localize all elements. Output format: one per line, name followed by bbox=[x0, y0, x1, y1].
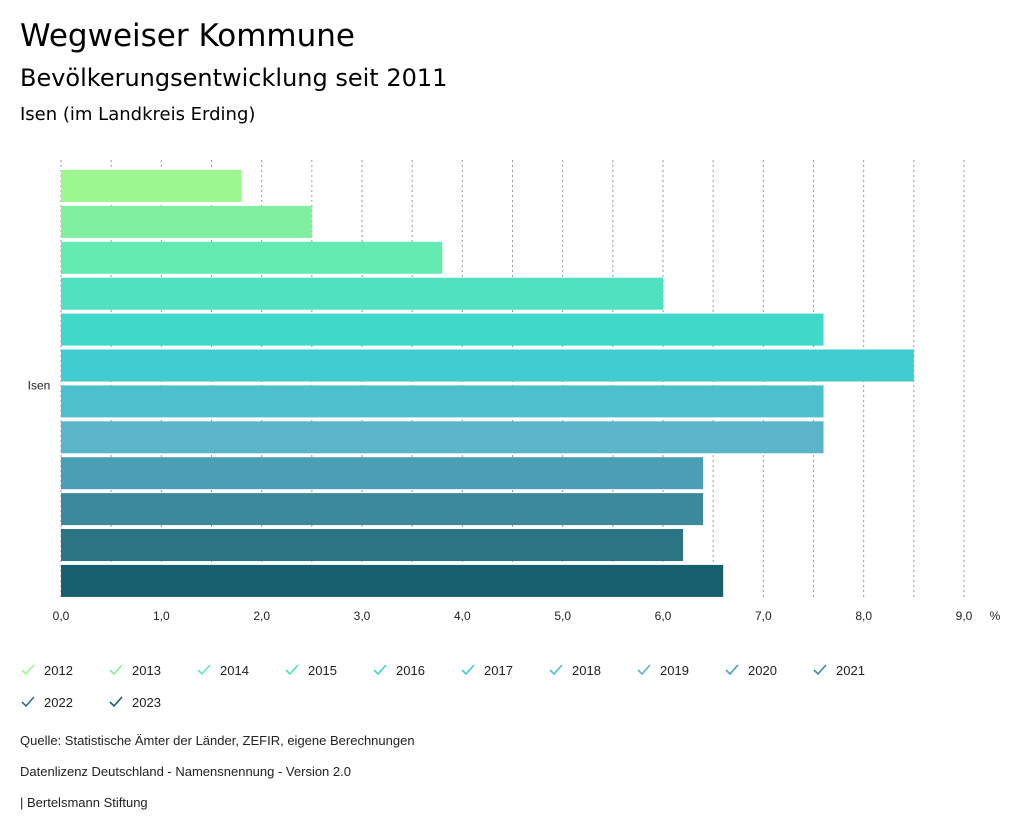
legend-item-2013[interactable]: 2013 bbox=[108, 660, 161, 680]
checkmark-icon bbox=[285, 664, 299, 676]
x-tick-label: 8,0 bbox=[855, 609, 872, 623]
bar-2013[interactable] bbox=[61, 205, 312, 238]
x-tick-label: 0,0 bbox=[53, 609, 70, 623]
legend-item-2016[interactable]: 2016 bbox=[372, 660, 425, 680]
bar-2017[interactable] bbox=[61, 349, 914, 382]
bar-2014[interactable] bbox=[61, 241, 443, 274]
region-label: Isen (im Landkreis Erding) bbox=[20, 104, 256, 125]
license-note: Datenlizenz Deutschland - Namensnennung … bbox=[20, 764, 351, 779]
bars bbox=[61, 170, 914, 597]
legend-label: 2014 bbox=[220, 662, 249, 678]
legend-label: 2021 bbox=[836, 662, 865, 678]
legend-label: 2012 bbox=[44, 662, 73, 678]
bar-2012[interactable] bbox=[61, 170, 242, 202]
legend-label: 2016 bbox=[396, 662, 425, 678]
x-tick-label: 7,0 bbox=[755, 609, 772, 623]
bar-chart: 0,0 1,0 2,0 3,0 4,0 5,0 6,0 7,0 8,0 9,0% Isen bbox=[28, 160, 1001, 623]
legend-label: 2023 bbox=[132, 694, 161, 710]
checkmark-icon bbox=[109, 696, 123, 708]
source-note: Quelle: Statistische Ämter der Länder, Z… bbox=[20, 733, 415, 748]
x-tick-label: 9,0 bbox=[956, 609, 973, 623]
category-label: Isen bbox=[28, 378, 51, 392]
checkmark-icon bbox=[813, 664, 827, 676]
legend-item-2020[interactable]: 2020 bbox=[724, 660, 777, 680]
legend-item-2018[interactable]: 2018 bbox=[548, 660, 601, 680]
checkmark-icon bbox=[637, 664, 651, 676]
legend-label: 2015 bbox=[308, 662, 337, 678]
chart-subtitle: Bevölkerungsentwicklung seit 2011 bbox=[20, 64, 448, 92]
publisher-note: | Bertelsmann Stiftung bbox=[20, 795, 148, 810]
bar-2018[interactable] bbox=[61, 385, 824, 418]
x-tick-label: 3,0 bbox=[354, 609, 371, 623]
legend-item-2019[interactable]: 2019 bbox=[636, 660, 689, 680]
checkmark-icon bbox=[21, 664, 35, 676]
chart-title: Wegweiser Kommune bbox=[20, 18, 355, 54]
checkmark-icon bbox=[197, 664, 211, 676]
x-tick-label: 5,0 bbox=[554, 609, 571, 623]
legend-label: 2022 bbox=[44, 694, 73, 710]
bar-2021[interactable] bbox=[61, 493, 704, 526]
legend-item-2022[interactable]: 2022 bbox=[20, 692, 73, 712]
x-tick-label: 6,0 bbox=[655, 609, 672, 623]
legend-item-2021[interactable]: 2021 bbox=[812, 660, 865, 680]
bar-2015[interactable] bbox=[61, 277, 663, 310]
bar-2022[interactable] bbox=[61, 529, 684, 561]
legend-item-2023[interactable]: 2023 bbox=[108, 692, 161, 712]
legend-item-2014[interactable]: 2014 bbox=[196, 660, 249, 680]
legend-label: 2019 bbox=[660, 662, 689, 678]
x-axis: 0,0 1,0 2,0 3,0 4,0 5,0 6,0 7,0 8,0 9,0% bbox=[53, 609, 1001, 623]
bar-2020[interactable] bbox=[61, 457, 704, 490]
checkmark-icon bbox=[21, 696, 35, 708]
bar-2023[interactable] bbox=[61, 564, 724, 597]
x-tick-label: 4,0 bbox=[454, 609, 471, 623]
x-tick-label: 1,0 bbox=[153, 609, 170, 623]
checkmark-icon bbox=[373, 664, 387, 676]
bar-2019[interactable] bbox=[61, 421, 824, 454]
checkmark-icon bbox=[461, 664, 475, 676]
legend-label: 2020 bbox=[748, 662, 777, 678]
x-axis-unit: % bbox=[990, 609, 1001, 623]
legend-item-2012[interactable]: 2012 bbox=[20, 660, 73, 680]
y-axis: Isen bbox=[28, 378, 51, 392]
checkmark-icon bbox=[109, 664, 123, 676]
legend-label: 2017 bbox=[484, 662, 513, 678]
bar-2016[interactable] bbox=[61, 313, 824, 346]
legend-item-2017[interactable]: 2017 bbox=[460, 660, 513, 680]
checkmark-icon bbox=[725, 664, 739, 676]
legend-item-2015[interactable]: 2015 bbox=[284, 660, 337, 680]
legend-label: 2013 bbox=[132, 662, 161, 678]
x-tick-label: 2,0 bbox=[253, 609, 270, 623]
legend-label: 2018 bbox=[572, 662, 601, 678]
checkmark-icon bbox=[549, 664, 563, 676]
